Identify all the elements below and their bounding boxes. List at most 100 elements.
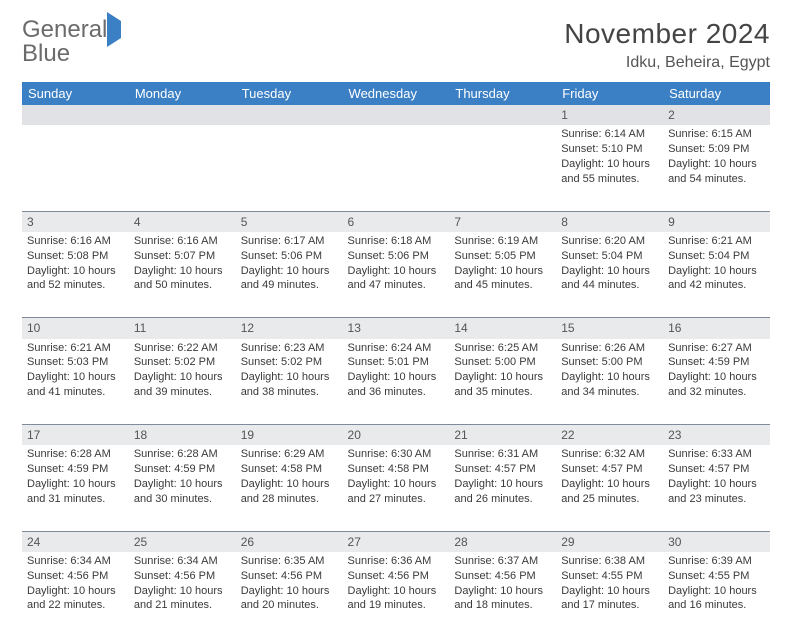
day-detail-cell: Sunrise: 6:36 AMSunset: 4:56 PMDaylight:… [343,552,450,638]
sunset-line: Sunset: 4:59 PM [668,355,765,370]
day-number-cell [236,105,343,125]
day-number-cell [129,105,236,125]
day-detail-cell: Sunrise: 6:14 AMSunset: 5:10 PMDaylight:… [556,125,663,211]
sunset-line: Sunset: 4:56 PM [241,569,338,584]
day-number-cell: 26 [236,531,343,552]
sunrise-line: Sunrise: 6:16 AM [134,234,231,249]
day-detail-cell: Sunrise: 6:21 AMSunset: 5:03 PMDaylight:… [22,339,129,425]
sunset-line: Sunset: 4:56 PM [134,569,231,584]
day-detail-cell: Sunrise: 6:32 AMSunset: 4:57 PMDaylight:… [556,445,663,531]
day1-line: Daylight: 10 hours [134,370,231,385]
sunset-line: Sunset: 4:55 PM [668,569,765,584]
sunrise-line: Sunrise: 6:20 AM [561,234,658,249]
sunrise-line: Sunrise: 6:14 AM [561,127,658,142]
logo-text: General Blue [22,18,121,66]
sunrise-line: Sunrise: 6:31 AM [454,447,551,462]
day2-line: and 27 minutes. [348,492,445,507]
day-detail-cell: Sunrise: 6:18 AMSunset: 5:06 PMDaylight:… [343,232,450,318]
sunset-line: Sunset: 4:56 PM [27,569,124,584]
day-number-cell [22,105,129,125]
day-number-cell: 6 [343,211,450,232]
day-header: Monday [129,82,236,105]
day-header: Wednesday [343,82,450,105]
sunrise-line: Sunrise: 6:27 AM [668,341,765,356]
day2-line: and 23 minutes. [668,492,765,507]
sunset-line: Sunset: 4:56 PM [454,569,551,584]
sunrise-line: Sunrise: 6:26 AM [561,341,658,356]
day1-line: Daylight: 10 hours [668,157,765,172]
sunrise-line: Sunrise: 6:30 AM [348,447,445,462]
sunset-line: Sunset: 5:06 PM [241,249,338,264]
sunrise-line: Sunrise: 6:23 AM [241,341,338,356]
day-header: Sunday [22,82,129,105]
sunset-line: Sunset: 5:02 PM [241,355,338,370]
day-detail-cell: Sunrise: 6:31 AMSunset: 4:57 PMDaylight:… [449,445,556,531]
day-detail-cell: Sunrise: 6:28 AMSunset: 4:59 PMDaylight:… [129,445,236,531]
day-number-cell: 23 [663,425,770,446]
day-header-row: SundayMondayTuesdayWednesdayThursdayFrid… [22,82,770,105]
sunrise-line: Sunrise: 6:29 AM [241,447,338,462]
logo: General Blue [22,18,121,66]
day-detail-cell [129,125,236,211]
sunrise-line: Sunrise: 6:38 AM [561,554,658,569]
day-number-cell: 24 [22,531,129,552]
day1-line: Daylight: 10 hours [27,264,124,279]
sunset-line: Sunset: 4:57 PM [668,462,765,477]
day2-line: and 47 minutes. [348,278,445,293]
sunset-line: Sunset: 4:59 PM [27,462,124,477]
day-number-cell: 15 [556,318,663,339]
detail-row: Sunrise: 6:14 AMSunset: 5:10 PMDaylight:… [22,125,770,211]
day-detail-cell: Sunrise: 6:25 AMSunset: 5:00 PMDaylight:… [449,339,556,425]
day-detail-cell: Sunrise: 6:16 AMSunset: 5:08 PMDaylight:… [22,232,129,318]
day2-line: and 44 minutes. [561,278,658,293]
detail-row: Sunrise: 6:16 AMSunset: 5:08 PMDaylight:… [22,232,770,318]
day1-line: Daylight: 10 hours [134,477,231,492]
day1-line: Daylight: 10 hours [668,584,765,599]
day-detail-cell: Sunrise: 6:15 AMSunset: 5:09 PMDaylight:… [663,125,770,211]
sunrise-line: Sunrise: 6:22 AM [134,341,231,356]
day1-line: Daylight: 10 hours [561,370,658,385]
day2-line: and 28 minutes. [241,492,338,507]
day2-line: and 54 minutes. [668,172,765,187]
day2-line: and 17 minutes. [561,598,658,613]
sunrise-line: Sunrise: 6:21 AM [27,341,124,356]
sunrise-line: Sunrise: 6:19 AM [454,234,551,249]
sunrise-line: Sunrise: 6:18 AM [348,234,445,249]
sunset-line: Sunset: 5:07 PM [134,249,231,264]
day2-line: and 31 minutes. [27,492,124,507]
title-block: November 2024 Idku, Beheira, Egypt [564,18,770,72]
sunset-line: Sunset: 5:06 PM [348,249,445,264]
day2-line: and 19 minutes. [348,598,445,613]
day-detail-cell: Sunrise: 6:37 AMSunset: 4:56 PMDaylight:… [449,552,556,638]
day-number-cell: 8 [556,211,663,232]
day-number-cell: 30 [663,531,770,552]
day-detail-cell: Sunrise: 6:29 AMSunset: 4:58 PMDaylight:… [236,445,343,531]
day-detail-cell [343,125,450,211]
day-number-cell: 1 [556,105,663,125]
day-detail-cell: Sunrise: 6:21 AMSunset: 5:04 PMDaylight:… [663,232,770,318]
day-number-cell [449,105,556,125]
day-header: Thursday [449,82,556,105]
day2-line: and 25 minutes. [561,492,658,507]
calendar-body: 12 Sunrise: 6:14 AMSunset: 5:10 PMDaylig… [22,105,770,638]
day-detail-cell: Sunrise: 6:17 AMSunset: 5:06 PMDaylight:… [236,232,343,318]
day-number-cell: 21 [449,425,556,446]
logo-triangle-icon [107,12,121,47]
day-number-cell: 18 [129,425,236,446]
day2-line: and 32 minutes. [668,385,765,400]
header: General Blue November 2024 Idku, Beheira… [22,18,770,72]
sunset-line: Sunset: 5:09 PM [668,142,765,157]
daynum-row: 3456789 [22,211,770,232]
day-number-cell [343,105,450,125]
day-number-cell: 12 [236,318,343,339]
day2-line: and 36 minutes. [348,385,445,400]
sunrise-line: Sunrise: 6:32 AM [561,447,658,462]
sunset-line: Sunset: 5:03 PM [27,355,124,370]
day-number-cell: 14 [449,318,556,339]
sunset-line: Sunset: 4:57 PM [454,462,551,477]
detail-row: Sunrise: 6:21 AMSunset: 5:03 PM Daylight:… [22,339,770,425]
day2-line: and 42 minutes. [668,278,765,293]
day-detail-cell [236,125,343,211]
day-number-cell: 4 [129,211,236,232]
day2-line: and 34 minutes. [561,385,658,400]
